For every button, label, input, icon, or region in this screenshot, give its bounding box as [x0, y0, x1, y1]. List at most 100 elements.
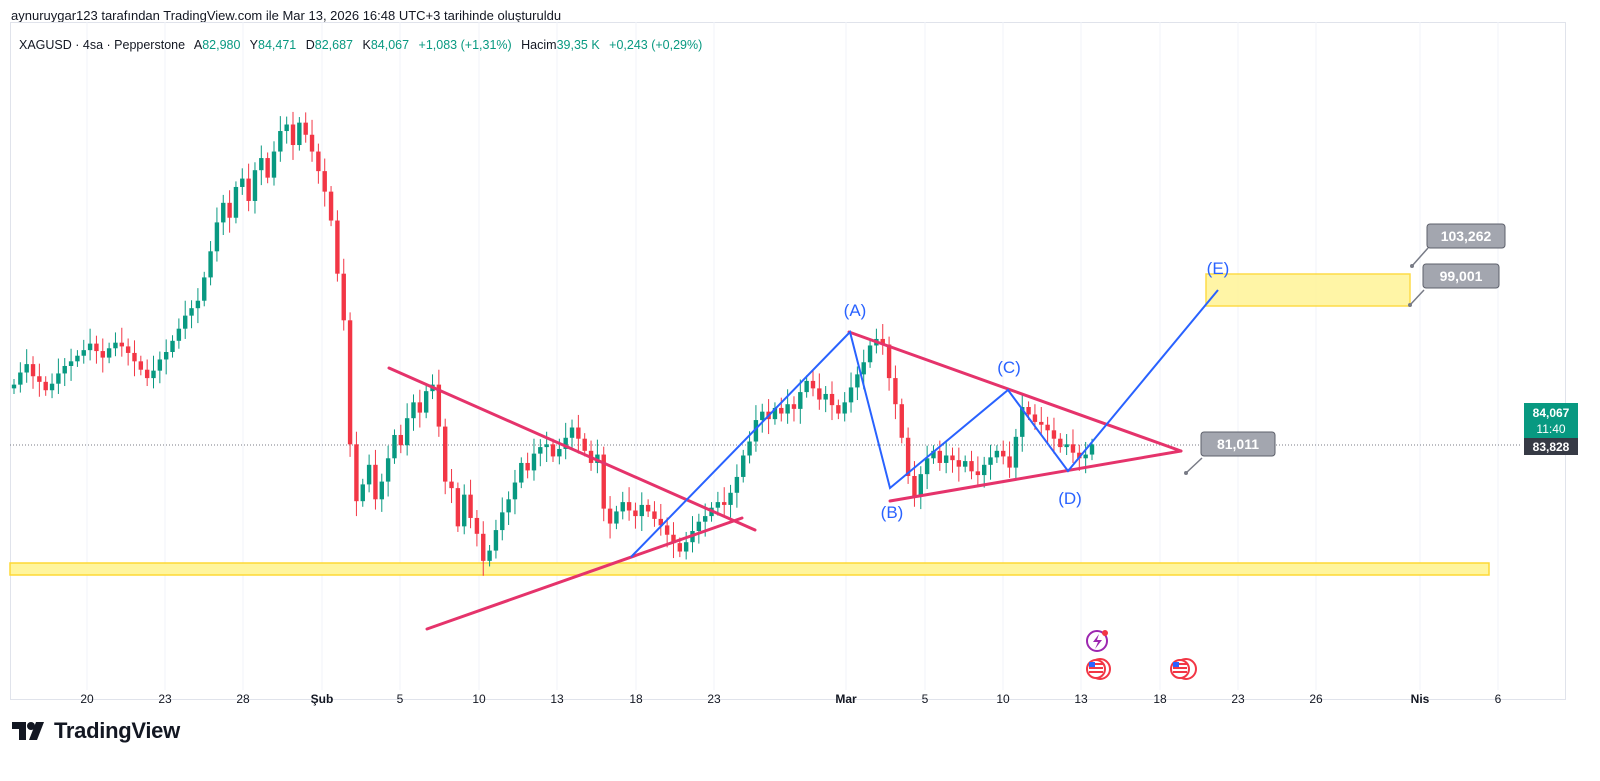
candle-body: [303, 122, 308, 135]
candle-body: [671, 534, 676, 544]
candle-body: [56, 373, 61, 384]
triangle-patterns[interactable]: [387, 330, 1183, 631]
svg-text:83,828: 83,828: [1533, 440, 1570, 454]
event-markers[interactable]: [1086, 630, 1197, 680]
price-tags: 84,067 11:40 83,828: [1524, 403, 1578, 455]
candle-body: [569, 427, 575, 438]
candle-body: [975, 471, 981, 476]
candle-body: [132, 352, 137, 362]
legend-volume: 39,35 K: [556, 38, 600, 52]
candle-body: [512, 482, 518, 500]
candle-body: [791, 404, 797, 409]
candle-body: [779, 407, 784, 414]
legend-low-label: D: [305, 38, 315, 52]
triangle2-lower-line: [888, 449, 1183, 503]
candle-body: [49, 383, 55, 391]
candle-body: [208, 251, 213, 278]
candle-body: [1026, 407, 1031, 415]
candle-body: [398, 434, 404, 446]
tradingview-logo[interactable]: TradingView: [12, 718, 180, 744]
x-tick-label: Şub: [311, 692, 334, 706]
candle-body: [360, 484, 365, 502]
candle-body: [278, 131, 283, 152]
candle-body: [519, 462, 524, 483]
candle-body: [836, 405, 841, 414]
candle-body: [68, 361, 74, 366]
candle-body: [645, 504, 651, 512]
candle-body: [1020, 407, 1025, 437]
candle-body: [1001, 450, 1006, 457]
candle-body: [157, 359, 163, 371]
x-tick-label: 28: [236, 692, 250, 706]
candle-body: [607, 508, 613, 524]
candle-body: [855, 374, 860, 388]
candle-body: [550, 444, 556, 457]
candle-body: [347, 320, 353, 445]
candle-body: [271, 151, 277, 178]
candle-body: [202, 277, 207, 301]
wave-label-a: (A): [844, 301, 867, 320]
candle-body: [1051, 430, 1057, 439]
candle-body: [893, 378, 898, 405]
chart-frame: [10, 22, 1566, 700]
candle-body: [982, 464, 987, 476]
elliott-wave-path[interactable]: [630, 289, 1219, 558]
tradingview-logo-icon: [12, 722, 44, 740]
time-axis[interactable]: 20 23 28 Şub 5 10 13 18 23 Mar 5 10 13 18 23 26 Nis 6: [80, 692, 1501, 706]
candle-body: [848, 387, 854, 403]
wave-label-b: (B): [881, 503, 904, 522]
grid: [86, 22, 1499, 690]
candle-body: [328, 191, 334, 221]
candle-body: [125, 346, 131, 353]
x-tick-label: Nis: [1411, 692, 1430, 706]
candle-body: [37, 376, 42, 382]
candle-body: [144, 369, 150, 379]
candle-body: [937, 450, 943, 463]
candle-body: [119, 342, 124, 347]
candle-body: [924, 458, 930, 475]
candle-body: [601, 454, 606, 509]
candle-body: [87, 343, 93, 351]
legend-symbol[interactable]: XAGUSD · 4sa · Pepperstone: [19, 38, 186, 52]
candle-body: [912, 476, 917, 497]
legend-volume-label: Hacim: [521, 38, 557, 52]
candles[interactable]: [11, 111, 1095, 576]
candle-body: [614, 511, 619, 524]
legend-low: 82,687: [314, 38, 353, 52]
candle-body: [905, 437, 911, 477]
candle-body: [531, 453, 537, 471]
candle-body: [1032, 414, 1038, 422]
candle-body: [988, 457, 993, 465]
candle-body: [417, 402, 423, 413]
candle-body: [664, 525, 670, 535]
candle-body: [804, 380, 809, 393]
candle-body: [436, 384, 442, 427]
candle-body: [62, 365, 67, 374]
candle-body: [576, 427, 581, 439]
tradingview-logo-text: TradingView: [54, 718, 180, 743]
candle-body: [639, 504, 644, 517]
candle-body: [1089, 444, 1095, 455]
candle-body: [183, 315, 188, 329]
candle-body: [227, 202, 232, 218]
candle-body: [1039, 421, 1044, 425]
candle-body: [817, 388, 822, 400]
candle-body: [341, 273, 346, 321]
candle-body: [829, 393, 835, 406]
callout-103262: 103,262: [1410, 223, 1506, 268]
candle-body: [500, 512, 505, 531]
candle-body: [943, 455, 949, 463]
candle-body: [81, 350, 86, 356]
candle-body: [810, 380, 816, 389]
svg-text:103,262: 103,262: [1441, 228, 1492, 244]
price-callouts[interactable]: 103,262 99,001 81,011: [1184, 223, 1506, 475]
legend-high: 84,471: [258, 38, 297, 52]
candle-body: [392, 434, 397, 459]
candle-body: [728, 492, 733, 505]
candle-body: [652, 511, 657, 519]
callout-81011: 81,011: [1184, 431, 1276, 475]
x-tick-label: 26: [1309, 692, 1323, 706]
candle-body: [335, 220, 340, 274]
candle-body: [702, 516, 708, 522]
